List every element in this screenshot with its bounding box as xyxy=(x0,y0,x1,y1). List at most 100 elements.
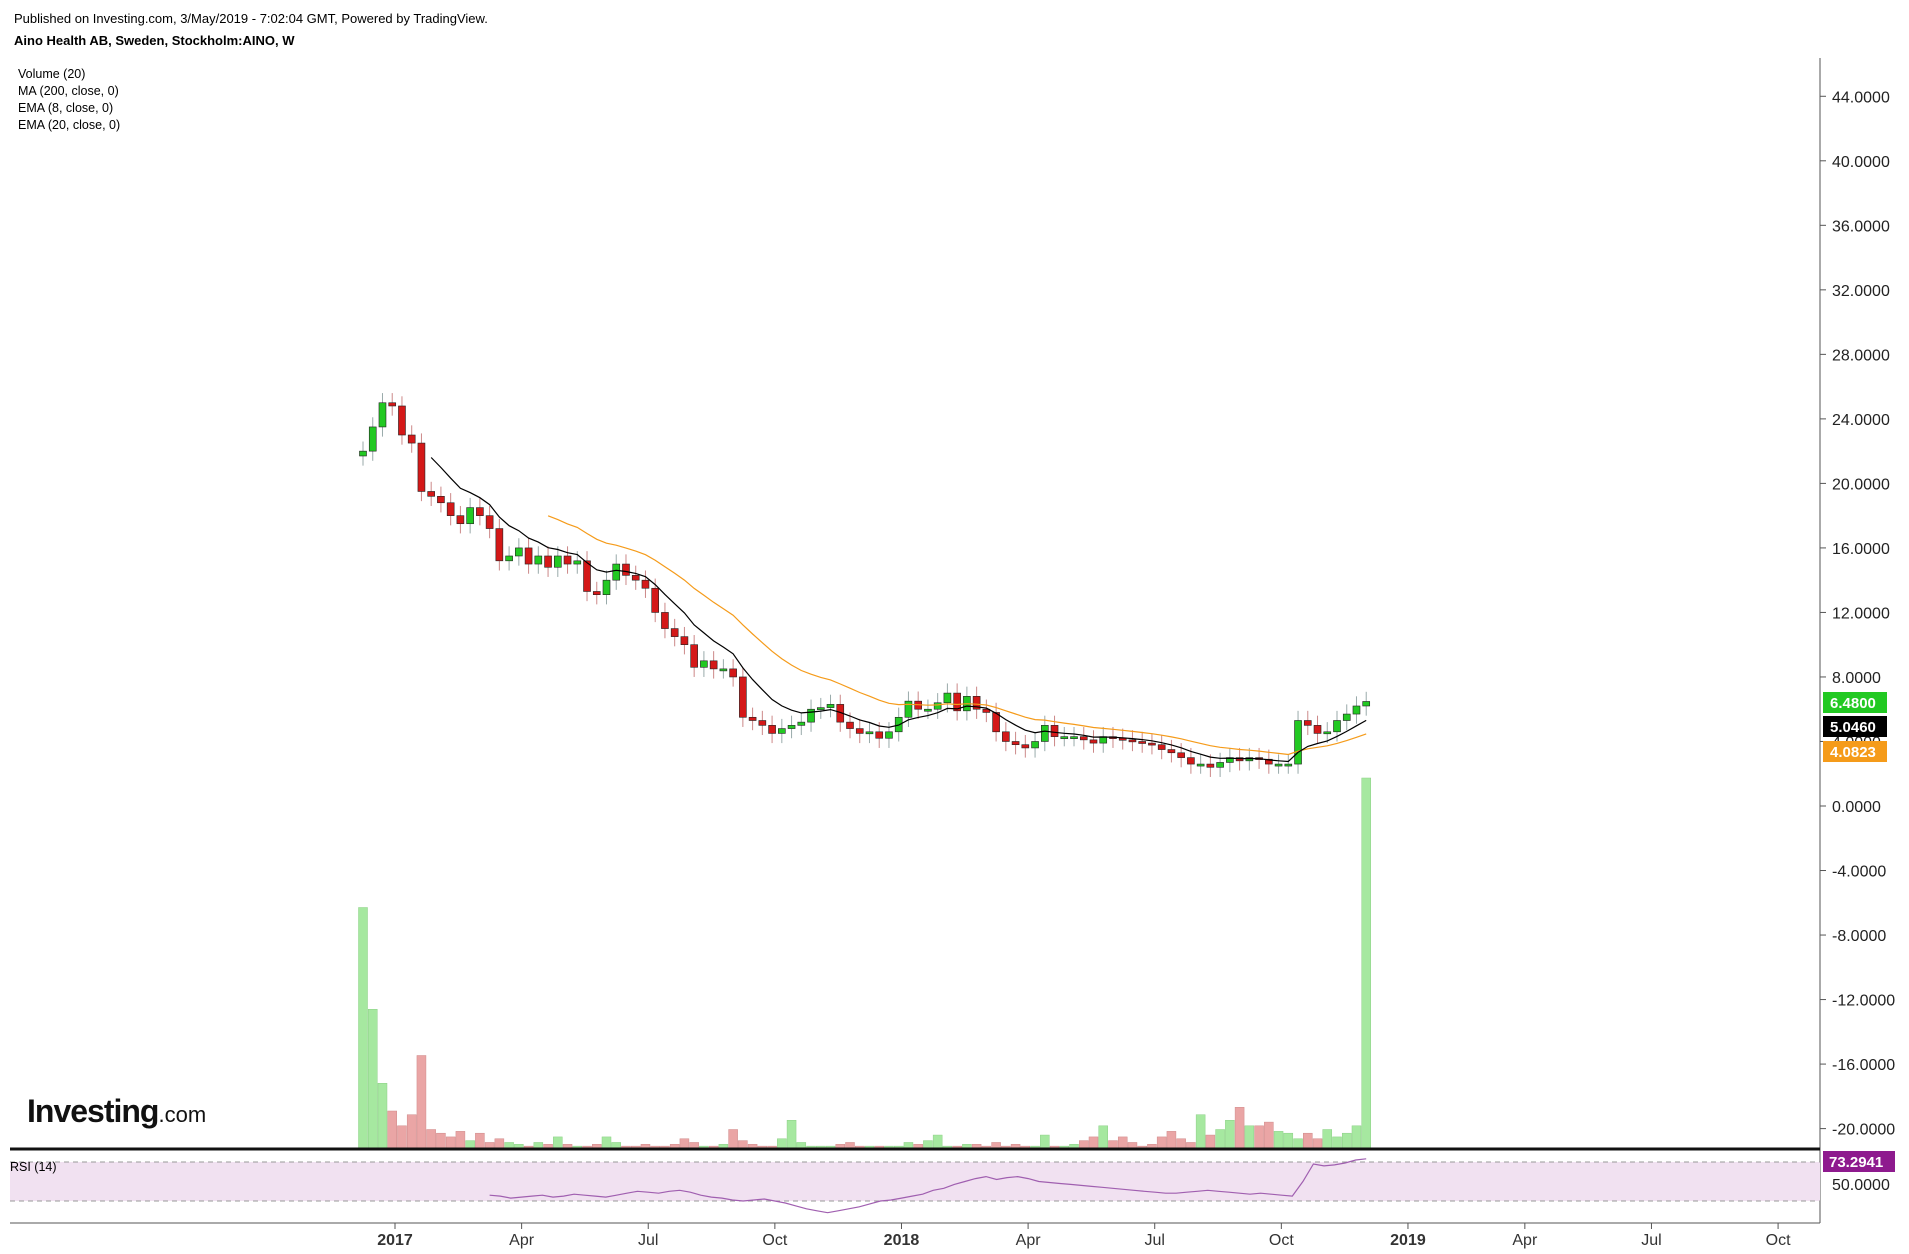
volume-bar xyxy=(611,1142,621,1149)
candle-body xyxy=(1294,720,1302,765)
xtick-label: Jul xyxy=(1144,1232,1164,1249)
indicator-label-volume[interactable]: Volume (20) xyxy=(18,67,86,81)
ytick-label: -12.0000 xyxy=(1832,993,1895,1010)
candle-body xyxy=(846,721,854,729)
volume-bar xyxy=(845,1142,855,1149)
candle-body xyxy=(748,716,757,721)
candle-body xyxy=(1284,763,1293,767)
candle-body xyxy=(865,731,874,735)
candle-body xyxy=(661,612,669,629)
candle-body xyxy=(1187,757,1195,765)
volume-bar xyxy=(514,1144,524,1149)
candle-body xyxy=(816,707,825,710)
candle-body xyxy=(378,402,387,428)
volume-bar xyxy=(416,1055,427,1149)
xtick-label: 2017 xyxy=(377,1232,413,1249)
volume-bar xyxy=(786,1120,797,1149)
candle-body xyxy=(953,692,961,712)
indicator-label-ema20[interactable]: EMA (20, close, 0) xyxy=(18,118,121,132)
volume-bar xyxy=(1156,1136,1167,1149)
volume-bar xyxy=(718,1144,729,1149)
candle-body xyxy=(1352,705,1361,715)
volume-bar xyxy=(1254,1125,1264,1149)
candle-body xyxy=(534,555,543,565)
candle-body xyxy=(1265,758,1273,765)
volume-bar xyxy=(1332,1136,1342,1149)
rsi-value: 73.2941 xyxy=(1829,1154,1883,1171)
volume-bar xyxy=(358,907,368,1149)
candle-body xyxy=(680,636,689,646)
candle-body xyxy=(524,547,533,565)
rsi-axis-tick: 50.0000 xyxy=(1832,1177,1890,1194)
candle-body xyxy=(1021,744,1030,749)
volume-bar xyxy=(1234,1107,1245,1149)
volume-bar xyxy=(1040,1134,1050,1149)
xtick-label: Oct xyxy=(762,1232,787,1249)
ema20-line xyxy=(547,515,1367,756)
candle-body xyxy=(602,579,611,595)
candle-body xyxy=(1323,731,1332,735)
candle-body xyxy=(476,507,484,516)
candle-body xyxy=(563,555,572,565)
candle-body xyxy=(924,708,932,712)
volume-bar xyxy=(1303,1132,1313,1149)
volume-bar xyxy=(445,1136,456,1149)
candle-body xyxy=(1031,741,1039,749)
volume-bar xyxy=(436,1132,446,1149)
candle-body xyxy=(1070,736,1078,739)
volume-bar xyxy=(640,1144,651,1149)
candle-body xyxy=(1011,741,1020,746)
ytick-label: 28.0000 xyxy=(1832,347,1890,364)
volume-bar xyxy=(1293,1138,1303,1149)
last-price-badge: 6.4800 xyxy=(1823,692,1887,713)
candle-body xyxy=(1089,739,1098,744)
volume-bar xyxy=(738,1140,748,1149)
volume-bar xyxy=(553,1136,563,1149)
candle-body xyxy=(982,708,991,713)
candle-body xyxy=(1177,752,1185,758)
volume-bar xyxy=(777,1138,787,1149)
volume-bar xyxy=(494,1138,505,1149)
candle-body xyxy=(826,704,835,708)
candle-body xyxy=(1128,739,1137,743)
candle-body xyxy=(388,402,397,407)
candle-body xyxy=(992,712,1000,733)
xtick-label: Oct xyxy=(1766,1232,1791,1249)
candle-body xyxy=(1245,757,1254,762)
ytick-label: -8.0000 xyxy=(1832,928,1886,945)
volume-bar xyxy=(387,1110,397,1149)
candle-body xyxy=(670,628,679,637)
volume-bar xyxy=(562,1144,573,1149)
candle-body xyxy=(739,676,747,718)
candle-body xyxy=(1303,720,1312,726)
candle-body xyxy=(709,660,718,670)
candle-body xyxy=(515,547,523,557)
volume-bar xyxy=(1117,1136,1128,1149)
volume-bar xyxy=(1069,1144,1079,1149)
volume-bar xyxy=(1273,1131,1284,1149)
volume-bar xyxy=(1322,1129,1333,1149)
indicator-label-ma200[interactable]: MA (200, close, 0) xyxy=(18,84,119,98)
ytick-label: 36.0000 xyxy=(1832,218,1890,235)
volume-bar xyxy=(1127,1142,1138,1149)
xtick-label: Oct xyxy=(1269,1232,1294,1249)
volume-bar xyxy=(1225,1120,1235,1149)
volume-bar xyxy=(1205,1134,1216,1149)
volume-bar xyxy=(465,1140,475,1149)
candle-body xyxy=(1002,731,1010,742)
ema8-line xyxy=(430,457,1367,763)
indicator-label-ema8[interactable]: EMA (8, close, 0) xyxy=(18,101,114,115)
candle-body xyxy=(544,555,552,568)
ytick-label: -20.0000 xyxy=(1832,1122,1895,1139)
candle-body xyxy=(904,700,913,718)
volume-bar xyxy=(796,1142,807,1149)
candle-body xyxy=(495,528,504,562)
volume-bar xyxy=(1088,1136,1099,1149)
candle-body xyxy=(797,721,806,726)
candle-body xyxy=(972,696,981,710)
volume-bar xyxy=(1341,1132,1352,1149)
volume-bar xyxy=(533,1142,544,1149)
candle-body xyxy=(885,731,893,739)
ytick-label: 8.0000 xyxy=(1832,670,1881,687)
